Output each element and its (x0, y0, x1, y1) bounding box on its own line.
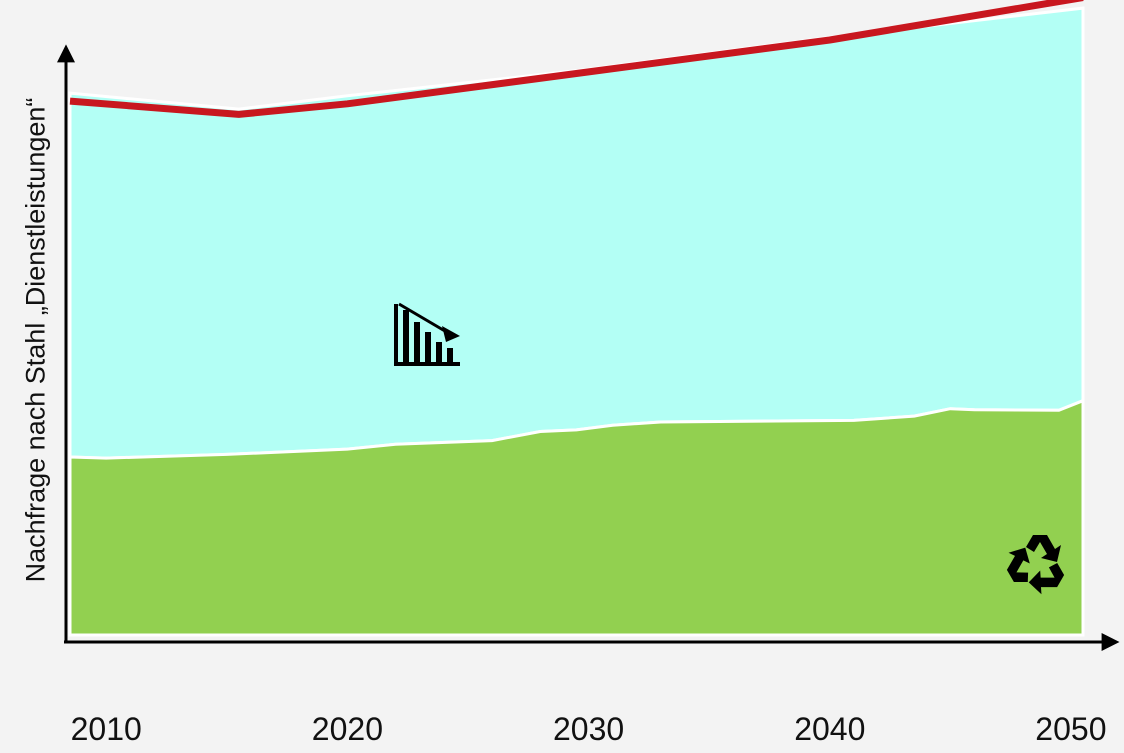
x-tick-label: 2040 (794, 711, 865, 747)
total-demand-line (69, 0, 1084, 118)
x-tick-labels: 2010 2020 2030 2040 2050 (71, 711, 1107, 747)
recycling-area (68, 398, 1085, 637)
declining-chart-icon (394, 302, 460, 366)
line-layer (69, 0, 1084, 118)
x-tick-label: 2010 (71, 711, 142, 747)
recycle-icon (1006, 535, 1065, 595)
x-tick-label: 2050 (1035, 711, 1106, 747)
x-tick-label: 2030 (553, 711, 624, 747)
x-tick-label: 2020 (312, 711, 383, 747)
y-axis-label: Nachfrage nach Stahl „Dienstleistungen“ (20, 97, 51, 583)
area-layers (68, 6, 1085, 637)
